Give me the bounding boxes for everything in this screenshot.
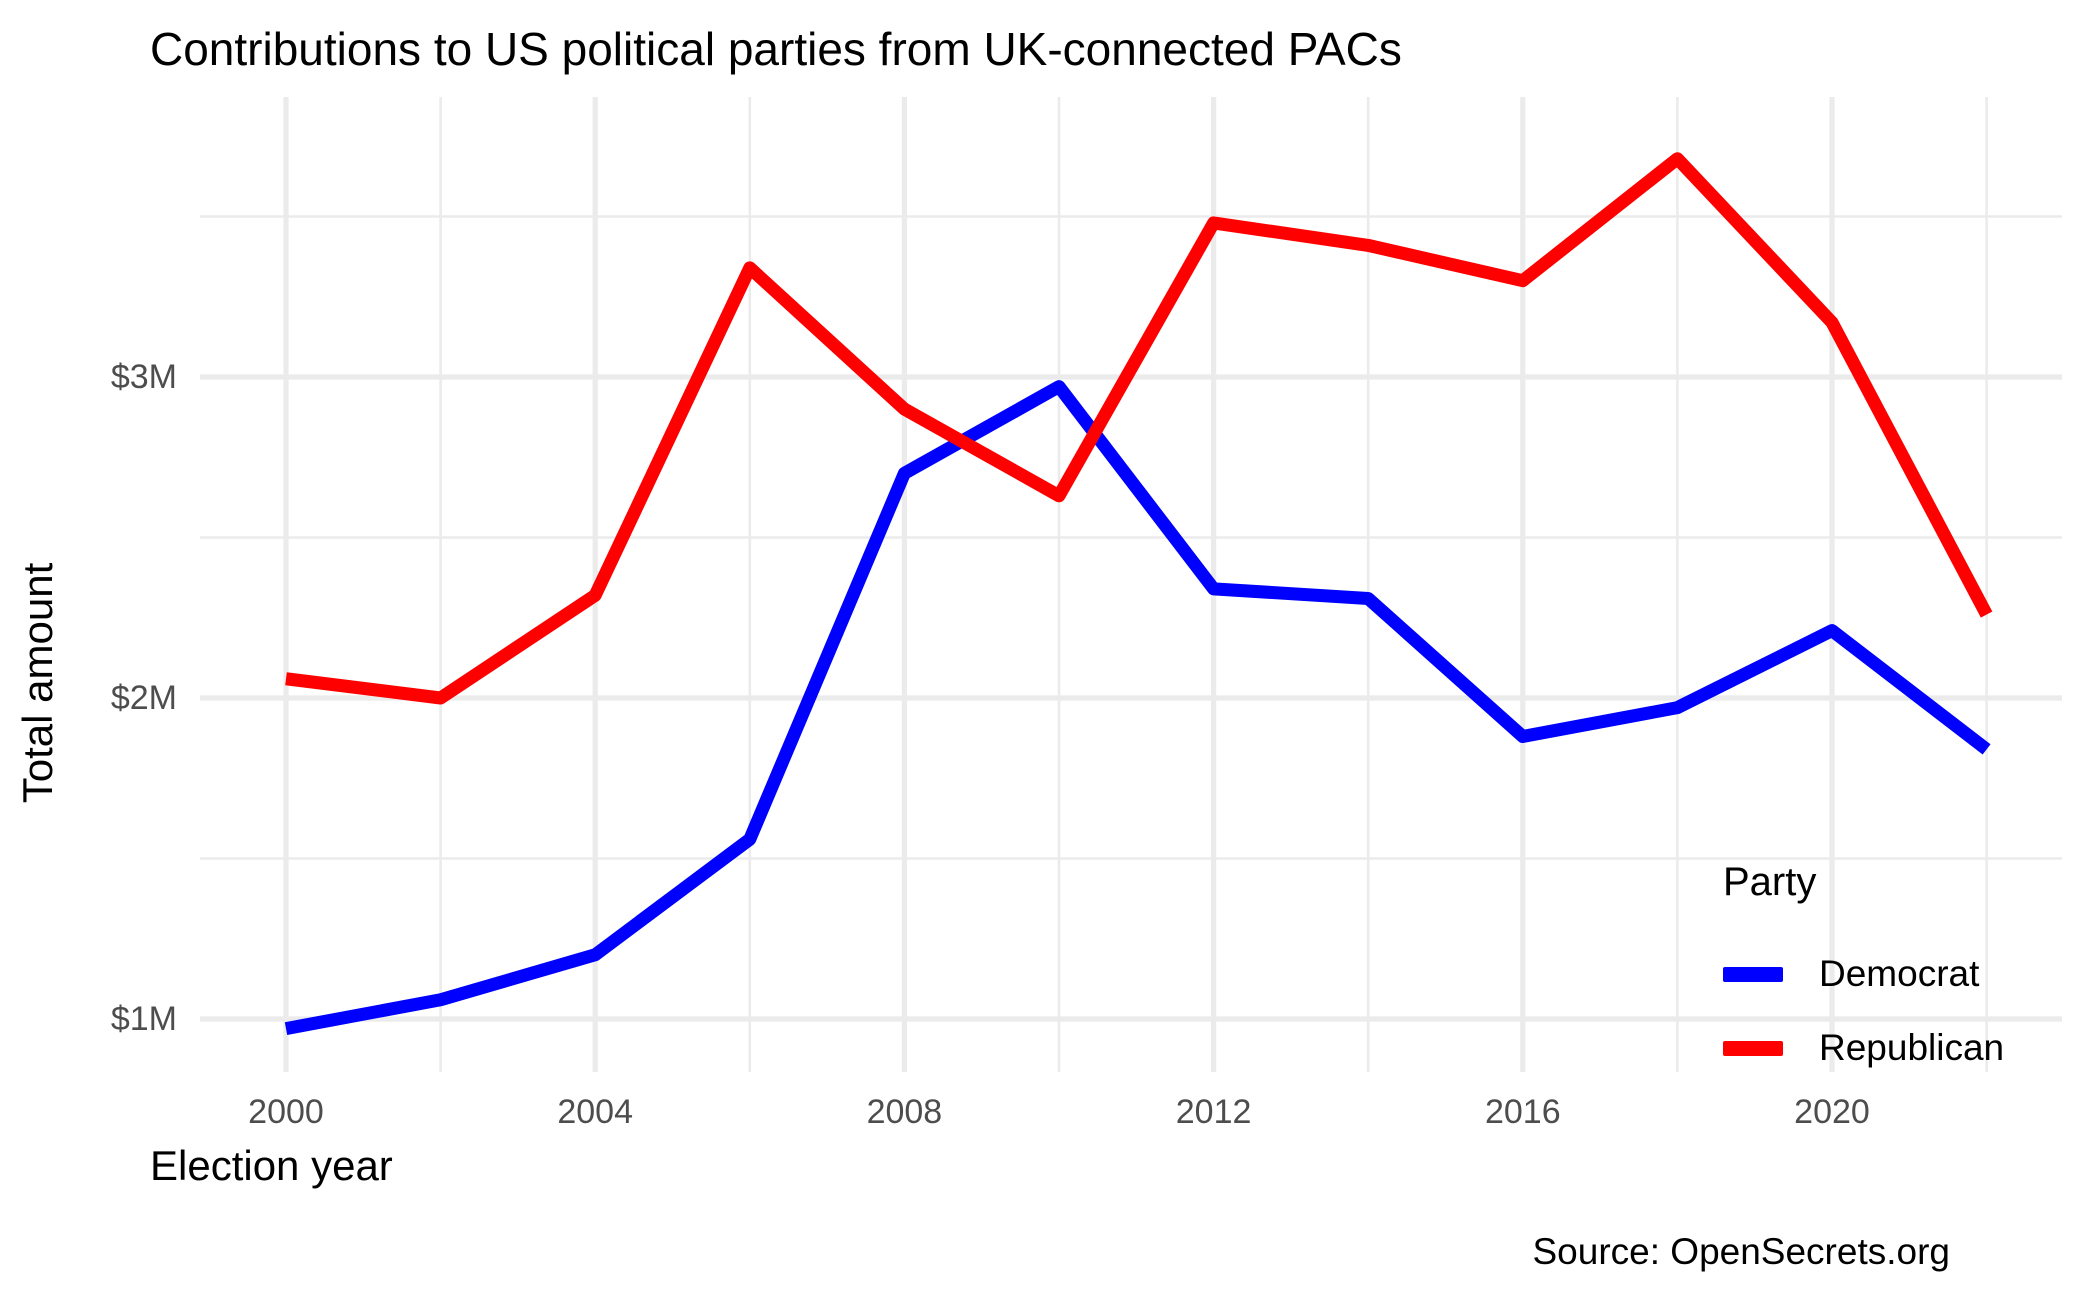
democrat-line xyxy=(284,380,1991,1036)
x-tick-label: 2016 xyxy=(1484,1093,1561,1131)
legend-title: Party xyxy=(1723,860,1817,904)
source-note: Source: OpenSecrets.org xyxy=(1532,1231,1951,1272)
legend-label-democrat: Democrat xyxy=(1819,953,1980,994)
y-tick-label: $2M xyxy=(110,679,177,717)
y-tick-label: $3M xyxy=(110,358,177,396)
x-axis-title: Election year xyxy=(150,1142,393,1189)
chart-title: Contributions to US political parties fr… xyxy=(150,23,1402,75)
republican-line-key xyxy=(1723,1040,1783,1056)
x-tick-label: 2020 xyxy=(1794,1093,1870,1131)
legend-item-democrat: Democrat xyxy=(1723,950,2004,998)
x-tick-label: 2008 xyxy=(866,1093,943,1131)
democrat-line-key xyxy=(1723,966,1783,982)
legend: Party Democrat Republican xyxy=(1723,858,2004,1072)
legend-item-republican: Republican xyxy=(1723,1024,2004,1072)
x-tick-label: 2000 xyxy=(248,1093,324,1131)
y-tick-label: $1M xyxy=(110,1000,177,1038)
legend-label-republican: Republican xyxy=(1819,1027,2005,1068)
x-tick-label: 2004 xyxy=(557,1093,633,1131)
republican-line xyxy=(285,152,1993,705)
x-tick-label: 2012 xyxy=(1175,1093,1252,1131)
